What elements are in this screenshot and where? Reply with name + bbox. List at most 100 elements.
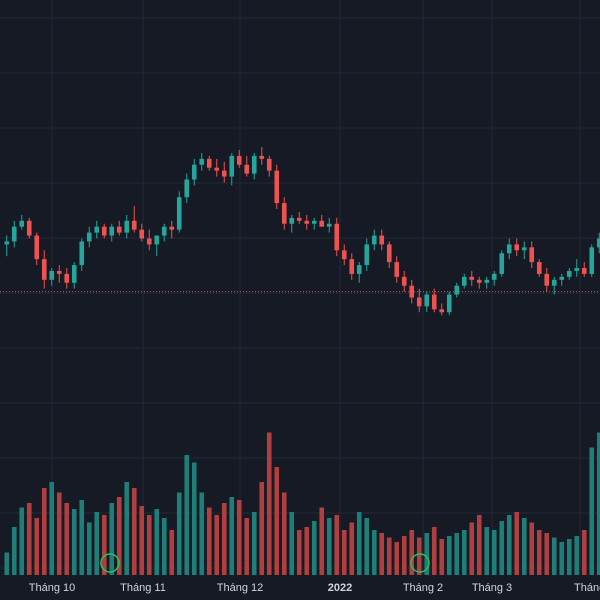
volume-bar (476, 515, 482, 575)
candle-body (64, 273, 70, 283)
volume-bar (446, 536, 452, 575)
volume-bar (229, 497, 235, 575)
volume-bar (266, 432, 272, 575)
candle-body (266, 158, 272, 171)
candle-body (274, 170, 280, 204)
x-tick-label: Tháng 2 (403, 582, 443, 594)
volume-bar (199, 492, 205, 575)
volume-bar (589, 447, 595, 575)
candle-body (394, 262, 400, 277)
candle-body (259, 155, 265, 159)
volume-bar (349, 522, 355, 575)
candle-body (379, 235, 385, 245)
event-marker-2[interactable] (410, 553, 430, 573)
candle-body (551, 279, 557, 286)
volume-bar (64, 503, 70, 575)
volume-bar (364, 518, 370, 575)
candle-body (581, 268, 587, 274)
candle-body (476, 279, 482, 283)
candle-body (244, 164, 250, 174)
candle-body (184, 179, 190, 198)
candle-body (4, 241, 10, 245)
event-marker-1[interactable] (100, 553, 120, 573)
volume-bar (371, 530, 377, 575)
volume-bar (394, 542, 400, 575)
candle-body (424, 294, 430, 307)
volume-bar (19, 507, 25, 575)
volume-bar (34, 518, 40, 575)
volume-bar (416, 537, 422, 575)
x-tick-label: 2022 (328, 582, 352, 594)
candle-body (431, 294, 437, 310)
volume-bar (386, 537, 392, 575)
candle-body (251, 155, 257, 174)
candle-body (349, 259, 355, 274)
candle-body (326, 223, 332, 227)
volume-bar (326, 518, 332, 575)
candle-body (514, 244, 520, 251)
candle-body (566, 270, 572, 277)
volume-bar (311, 521, 317, 575)
candle-body (101, 226, 107, 236)
volume-bar (341, 530, 347, 575)
candle-body (86, 232, 92, 242)
candle-body (94, 226, 100, 233)
volume-bar (296, 530, 302, 575)
candle-body (79, 241, 85, 266)
candle-body (491, 273, 497, 280)
candle-body (41, 259, 47, 280)
candle-body (469, 276, 475, 280)
candle-body (544, 273, 550, 286)
candle-body (176, 197, 182, 230)
volume-bar (334, 515, 340, 575)
volume-bar (596, 432, 600, 575)
volume-bar (281, 492, 287, 575)
candle-body (71, 265, 77, 283)
volume-bar (536, 530, 542, 575)
volume-bar (574, 536, 580, 575)
volume-bar (469, 522, 475, 575)
volume-bar (409, 530, 415, 575)
candle-body (139, 229, 145, 239)
volume-bar (4, 552, 10, 575)
candle-body (49, 270, 55, 280)
volume-bar (86, 522, 92, 575)
volume-bar (521, 518, 527, 575)
candle-body (356, 265, 362, 274)
candle-body (281, 203, 287, 224)
candle-body (499, 253, 505, 274)
candle-body (401, 276, 407, 286)
candle-body (199, 158, 205, 165)
volume-bar (356, 512, 362, 575)
volume-bar (251, 512, 257, 575)
volume-bar (319, 507, 325, 575)
candle-body (296, 217, 302, 221)
volume-bar (169, 530, 175, 575)
volume-bar (124, 482, 130, 575)
candle-body (146, 238, 152, 245)
candle-body (191, 164, 197, 180)
candle-body (116, 226, 122, 233)
volume-bar (424, 533, 430, 575)
candle-body (19, 220, 25, 227)
volume-bar (71, 509, 77, 575)
volume-bar (439, 539, 445, 575)
volume-bar (109, 503, 115, 575)
volume-bar (244, 518, 250, 575)
volume-bar (529, 522, 535, 575)
x-tick-label: Tháng 3 (472, 582, 512, 594)
volume-bar (289, 512, 295, 575)
candle-body (559, 276, 565, 280)
candle-body (521, 247, 527, 251)
volume-bar (49, 482, 55, 575)
volume-bar (566, 539, 572, 575)
volume-bar (191, 462, 197, 575)
candle-body (229, 155, 235, 177)
candle-body (386, 244, 392, 263)
volume-bar (146, 515, 152, 575)
x-tick-label: Tháng 12 (217, 582, 263, 594)
volume-bar (139, 506, 145, 575)
volume-bar (551, 537, 557, 575)
candle-body (206, 158, 212, 168)
